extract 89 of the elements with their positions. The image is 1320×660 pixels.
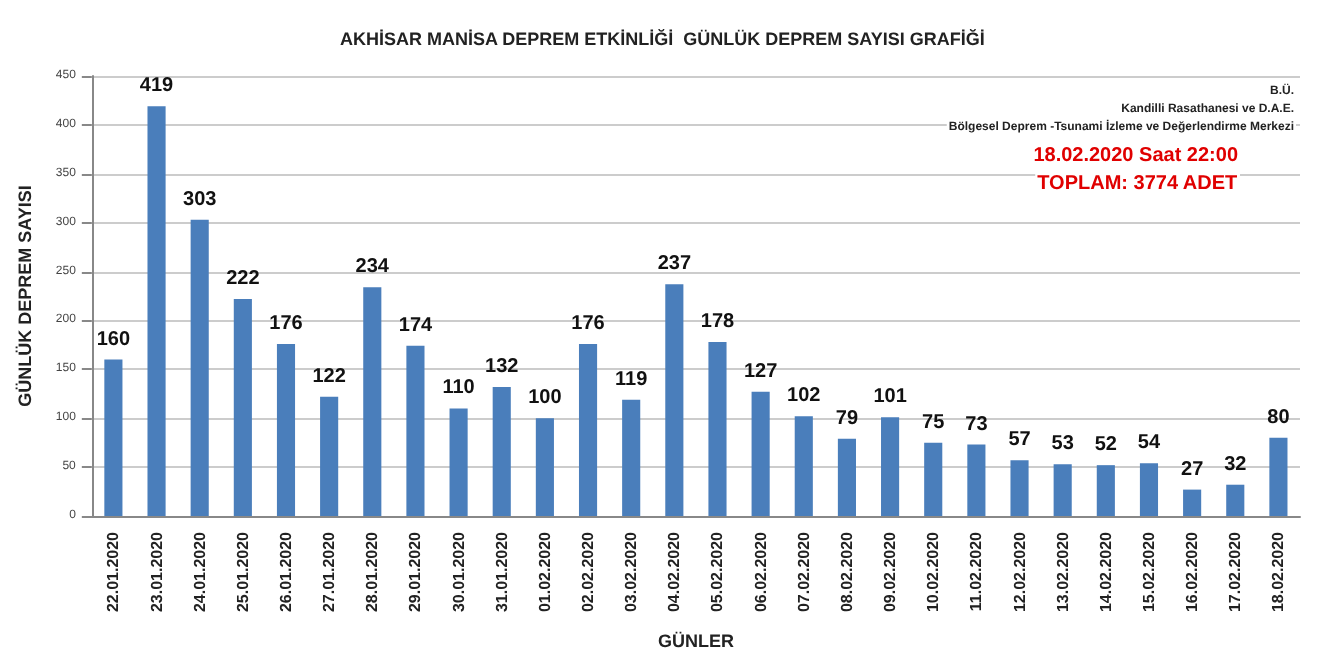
data-label: 222 — [226, 267, 261, 290]
x-tick-label: 16.02.2020 — [1183, 530, 1202, 613]
data-label: 303 — [183, 188, 218, 211]
bar — [924, 442, 943, 516]
x-tick-label: 05.02.2020 — [708, 530, 727, 613]
annotation: 18.02.2020 Saat 22:00 — [1033, 145, 1239, 167]
x-tick-label: 30.01.2020 — [449, 530, 468, 613]
x-tick-label: 09.02.2020 — [881, 530, 900, 613]
data-label: 80 — [1267, 406, 1291, 429]
x-tick-label: 07.02.2020 — [794, 530, 813, 613]
bar — [1269, 437, 1288, 516]
x-tick-label: 13.02.2020 — [1053, 530, 1072, 613]
data-label: 73 — [965, 413, 989, 436]
bar — [1096, 465, 1115, 516]
data-label: 101 — [873, 386, 908, 409]
bar — [406, 345, 425, 516]
data-label: 27 — [1181, 458, 1205, 481]
data-label: 53 — [1051, 433, 1075, 456]
x-tick-label: 29.01.2020 — [406, 530, 425, 613]
data-label: 174 — [398, 314, 433, 337]
x-tick-label: 12.02.2020 — [1010, 530, 1029, 613]
bar — [622, 399, 641, 516]
x-tick-label: 15.02.2020 — [1139, 530, 1158, 613]
bar — [837, 438, 856, 516]
bar — [363, 287, 382, 516]
bar — [578, 343, 598, 516]
x-tick-label: 03.02.2020 — [622, 530, 641, 613]
x-tick-label: 23.01.2020 — [147, 530, 166, 613]
bar — [1183, 489, 1202, 516]
data-label: 102 — [787, 385, 822, 408]
data-label: 132 — [485, 355, 520, 378]
x-tick-label: 08.02.2020 — [837, 530, 856, 613]
x-tick-label: 28.01.2020 — [363, 530, 382, 613]
bar — [751, 391, 770, 516]
bar — [1010, 460, 1029, 516]
x-tick-label: 25.01.2020 — [233, 530, 252, 613]
bar — [1139, 463, 1159, 516]
bar — [967, 444, 986, 516]
data-label: 54 — [1137, 432, 1161, 455]
x-tick-label: 02.02.2020 — [579, 530, 598, 613]
bar — [881, 417, 900, 516]
bar — [320, 396, 339, 516]
data-label: 176 — [571, 312, 606, 335]
x-tick-label: 14.02.2020 — [1096, 530, 1115, 613]
data-label: 237 — [657, 253, 692, 276]
data-label: 127 — [743, 360, 779, 383]
x-tick-label: 18.02.2020 — [1269, 530, 1288, 613]
x-tick-label: 04.02.2020 — [665, 530, 684, 613]
data-label: 419 — [139, 75, 175, 98]
x-tick-label: 27.01.2020 — [320, 530, 339, 613]
bar — [233, 298, 252, 516]
bar — [190, 219, 209, 516]
data-label: 122 — [312, 365, 347, 388]
bar — [147, 106, 166, 516]
bar — [449, 408, 468, 516]
bar — [276, 343, 296, 516]
bar — [104, 359, 123, 516]
data-label: 57 — [1008, 429, 1032, 452]
bar — [1226, 484, 1245, 516]
x-tick-label: 10.02.2020 — [924, 530, 943, 613]
x-tick-label: 26.01.2020 — [276, 530, 295, 613]
bar — [708, 341, 727, 516]
x-tick-label: 06.02.2020 — [751, 530, 770, 613]
data-label: 32 — [1224, 453, 1248, 476]
data-label: 234 — [355, 256, 390, 279]
bar — [535, 418, 554, 516]
data-label: 75 — [922, 411, 946, 434]
bar — [1053, 464, 1072, 516]
data-label: 52 — [1094, 434, 1118, 457]
data-label: 79 — [835, 407, 859, 430]
data-label: 160 — [96, 328, 131, 351]
bar — [794, 416, 813, 516]
data-label: 110 — [442, 377, 476, 400]
x-tick-label: 11.02.2020 — [967, 530, 986, 612]
x-tick-label: 17.02.2020 — [1226, 530, 1245, 613]
x-tick-label: 24.01.2020 — [190, 530, 209, 613]
x-tick-label: 31.01.2020 — [492, 530, 511, 613]
x-axis-title: GÜNLER — [657, 631, 735, 651]
data-label: 100 — [528, 387, 563, 410]
data-label: 119 — [615, 368, 649, 391]
chart-title: AKHİSAR MANİSA DEPREM ETKİNLİĞİ GÜNLÜK DEPREM SAYISI GRAFİĞİ — [340, 29, 985, 49]
data-label: 176 — [269, 312, 304, 335]
data-label: 178 — [700, 310, 736, 333]
bar — [665, 284, 684, 516]
y-axis-title: GÜNLÜK DEPREM SAYISI — [15, 185, 35, 407]
x-tick-label: 01.02.2020 — [535, 530, 554, 613]
bar — [492, 386, 511, 516]
x-tick-label: 22.01.2020 — [104, 530, 123, 613]
annotation: TOPLAM: 3774 ADET — [1037, 173, 1238, 195]
